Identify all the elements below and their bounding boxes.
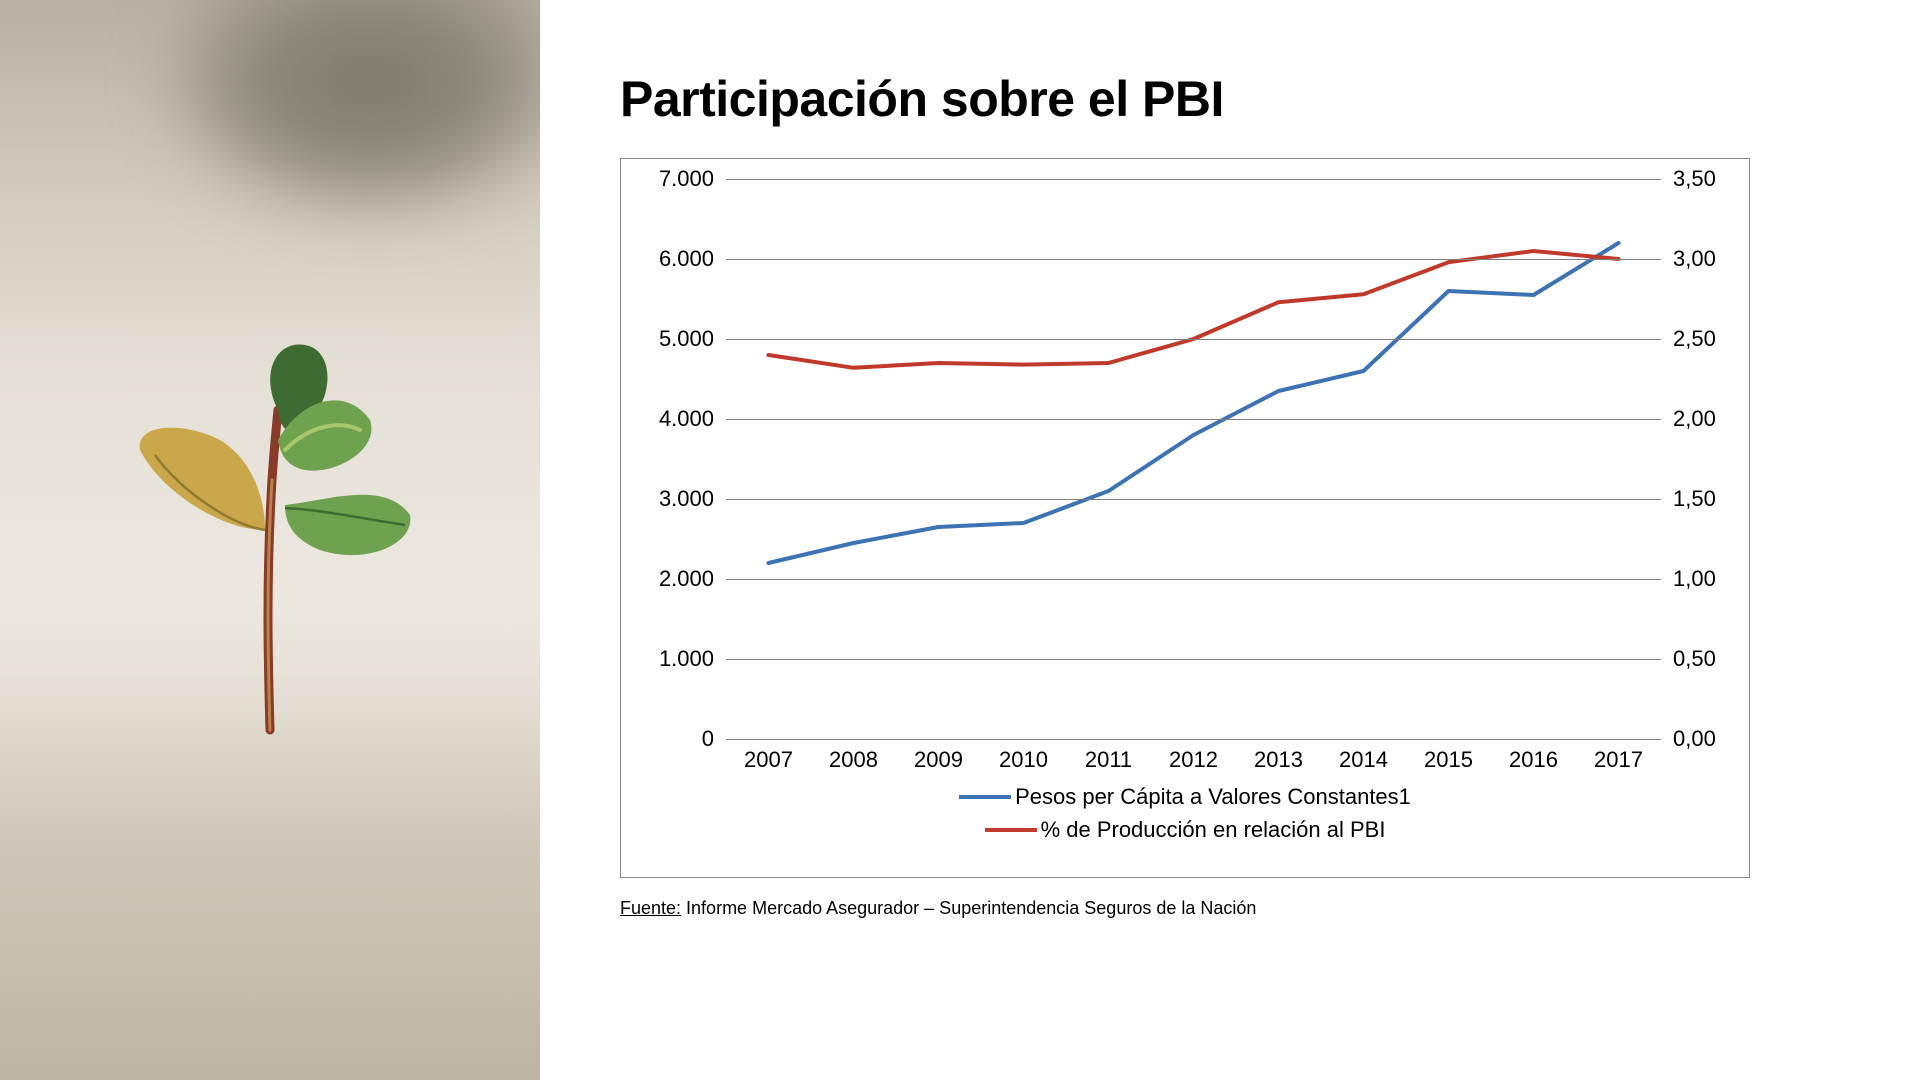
legend: Pesos per Cápita a Valores Constantes1 % … [621, 779, 1749, 845]
y-left-tick: 4.000 [634, 406, 714, 432]
y-left-tick: 6.000 [634, 246, 714, 272]
y-right-tick: 1,00 [1673, 566, 1716, 592]
legend-item: % de Producción en relación al PBI [985, 817, 1386, 843]
page-title: Participación sobre el PBI [620, 70, 1840, 128]
gridline [726, 739, 1661, 740]
x-tick: 2012 [1169, 747, 1218, 773]
y-left-tick: 0 [634, 726, 714, 752]
source-label: Fuente: [620, 898, 681, 918]
gridline [726, 339, 1661, 340]
x-tick: 2007 [744, 747, 793, 773]
slide: Participación sobre el PBI 0 0,00 1.000 0,5… [0, 0, 1920, 1080]
gridline [726, 659, 1661, 660]
y-left-tick: 3.000 [634, 486, 714, 512]
legend-label: Pesos per Cápita a Valores Constantes1 [1015, 784, 1411, 810]
series-line [769, 243, 1619, 563]
x-tick: 2013 [1254, 747, 1303, 773]
y-right-tick: 3,50 [1673, 166, 1716, 192]
photo-blur [160, 0, 540, 220]
y-right-tick: 2,00 [1673, 406, 1716, 432]
plot-area: 00,001.0000,502.0001,003.0001,504.0002,0… [726, 179, 1661, 739]
y-left-tick: 7.000 [634, 166, 714, 192]
y-right-tick: 1,50 [1673, 486, 1716, 512]
decorative-photo [0, 0, 540, 1080]
series-line [769, 251, 1619, 368]
y-left-tick: 1.000 [634, 646, 714, 672]
gridline [726, 179, 1661, 180]
x-tick: 2017 [1594, 747, 1643, 773]
legend-swatch [959, 795, 1011, 799]
legend-item: Pesos per Cápita a Valores Constantes1 [959, 784, 1411, 810]
y-left-tick: 2.000 [634, 566, 714, 592]
y-right-tick: 0,50 [1673, 646, 1716, 672]
seedling-icon [110, 330, 430, 750]
gridline [726, 579, 1661, 580]
x-tick: 2010 [999, 747, 1048, 773]
y-right-tick: 3,00 [1673, 246, 1716, 272]
content-area: Participación sobre el PBI 0 0,00 1.000 0,5… [540, 0, 1920, 1080]
y-right-tick: 2,50 [1673, 326, 1716, 352]
line-chart [726, 179, 1661, 739]
source-line: Fuente: Informe Mercado Asegurador – Sup… [620, 898, 1840, 919]
x-tick: 2015 [1424, 747, 1473, 773]
x-tick: 2008 [829, 747, 878, 773]
y-left-tick: 5.000 [634, 326, 714, 352]
gridline [726, 259, 1661, 260]
gridline [726, 499, 1661, 500]
gridline [726, 419, 1661, 420]
x-tick: 2011 [1085, 747, 1132, 773]
x-tick: 2009 [914, 747, 963, 773]
y-right-tick: 0,00 [1673, 726, 1716, 752]
chart-container: 0 0,00 1.000 0,50 2.000 1,00 3.000 1,50 4.000 2,0… [620, 158, 1750, 878]
source-text: Informe Mercado Asegurador – Superintend… [681, 898, 1256, 918]
x-tick: 2016 [1509, 747, 1558, 773]
legend-label: % de Producción en relación al PBI [1041, 817, 1386, 843]
x-tick: 2014 [1339, 747, 1388, 773]
legend-swatch [985, 828, 1037, 832]
